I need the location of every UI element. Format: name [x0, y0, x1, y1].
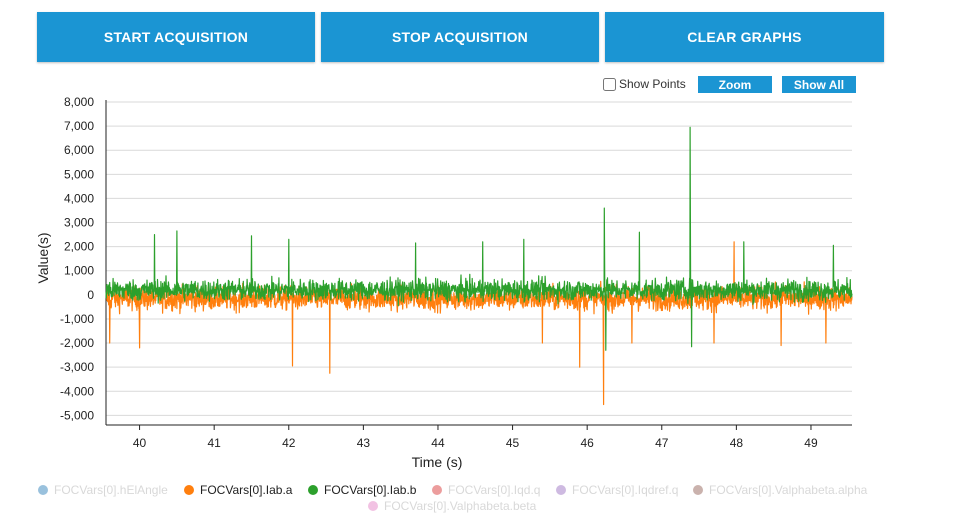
- x-tick-label: 41: [207, 436, 221, 450]
- legend-item[interactable]: FOCVars[0].Iab.b: [308, 483, 416, 497]
- legend-swatch-icon: [38, 485, 48, 495]
- chart-legend: FOCVars[0].hElAngle FOCVars[0].Iab.a FOCVa…: [36, 480, 884, 513]
- y-tick-label: -5,000: [60, 408, 94, 422]
- legend-label: FOCVars[0].Iab.b: [324, 483, 417, 497]
- x-tick-label: 44: [431, 436, 445, 450]
- start-acquisition-button[interactable]: START ACQUISITION: [37, 12, 315, 62]
- clear-graphs-button[interactable]: CLEAR GRAPHS: [605, 12, 884, 62]
- legend-swatch-icon: [693, 485, 703, 495]
- legend-swatch-icon: [556, 485, 566, 495]
- y-tick-label: 0: [87, 288, 94, 302]
- y-tick-label: 7,000: [64, 119, 94, 133]
- x-tick-label: 40: [133, 436, 147, 450]
- legend-label: FOCVars[0].Valphabeta.alpha: [709, 483, 868, 497]
- legend-item[interactable]: FOCVars[0].hElAngle: [38, 483, 168, 497]
- y-tick-label: 6,000: [64, 143, 94, 157]
- legend-item[interactable]: FOCVars[0].Valphabeta.alpha: [693, 483, 867, 497]
- show-all-button[interactable]: Show All: [782, 76, 856, 93]
- legend-label: FOCVars[0].Iqdref.q: [572, 483, 679, 497]
- series-line-iab-a: [105, 241, 853, 406]
- y-tick-label: 2,000: [64, 240, 94, 254]
- legend-label: FOCVars[0].Iqd.q: [448, 483, 541, 497]
- toolbar: START ACQUISITION STOP ACQUISITION CLEAR…: [0, 0, 975, 62]
- time-series-chart[interactable]: 8,000 7,000 6,000 5,000 4,000 3,000 2,000 1,000…: [0, 0, 975, 480]
- x-tick-label: 46: [580, 436, 594, 450]
- legend-item[interactable]: FOCVars[0].Iqdref.q: [556, 483, 678, 497]
- legend-item[interactable]: FOCVars[0].Iqd.q: [432, 483, 540, 497]
- x-tick-label: 45: [506, 436, 520, 450]
- legend-label: FOCVars[0].Iab.a: [200, 483, 293, 497]
- legend-label: FOCVars[0].hElAngle: [54, 483, 168, 497]
- y-tick-label: 4,000: [64, 191, 94, 205]
- y-tick-label: -1,000: [60, 312, 94, 326]
- y-tick-label: 1,000: [64, 264, 94, 278]
- legend-swatch-icon: [368, 501, 378, 511]
- legend-swatch-icon: [184, 485, 194, 495]
- show-points-label: Show Points: [619, 77, 686, 91]
- y-tick-label: 5,000: [64, 167, 94, 181]
- x-tick-label: 48: [730, 436, 744, 450]
- legend-item[interactable]: FOCVars[0].Valphabeta.beta: [368, 499, 536, 513]
- y-tick-label: -2,000: [60, 336, 94, 350]
- legend-swatch-icon: [432, 485, 442, 495]
- x-tick-label: 49: [804, 436, 818, 450]
- y-tick-label: -4,000: [60, 384, 94, 398]
- show-points-checkbox[interactable]: [603, 77, 616, 91]
- x-tick-label: 47: [655, 436, 669, 450]
- stop-acquisition-button[interactable]: STOP ACQUISITION: [321, 12, 599, 62]
- show-points-toggle[interactable]: Show Points: [603, 77, 686, 91]
- zoom-button[interactable]: Zoom: [698, 76, 772, 93]
- chart-controls: Show Points Zoom Show All: [0, 0, 975, 100]
- legend-label: FOCVars[0].Valphabeta.beta: [384, 499, 537, 513]
- series-line-iab-b: [105, 126, 853, 351]
- legend-swatch-icon: [308, 485, 318, 495]
- x-tick-label: 43: [357, 436, 371, 450]
- x-axis-title: Time (s): [412, 454, 463, 470]
- y-tick-label: 8,000: [64, 95, 94, 109]
- y-axis-title: Value(s): [35, 232, 51, 283]
- x-tick-label: 42: [282, 436, 296, 450]
- legend-item[interactable]: FOCVars[0].Iab.a: [184, 483, 292, 497]
- y-tick-label: -3,000: [60, 360, 94, 374]
- y-tick-label: 3,000: [64, 216, 94, 230]
